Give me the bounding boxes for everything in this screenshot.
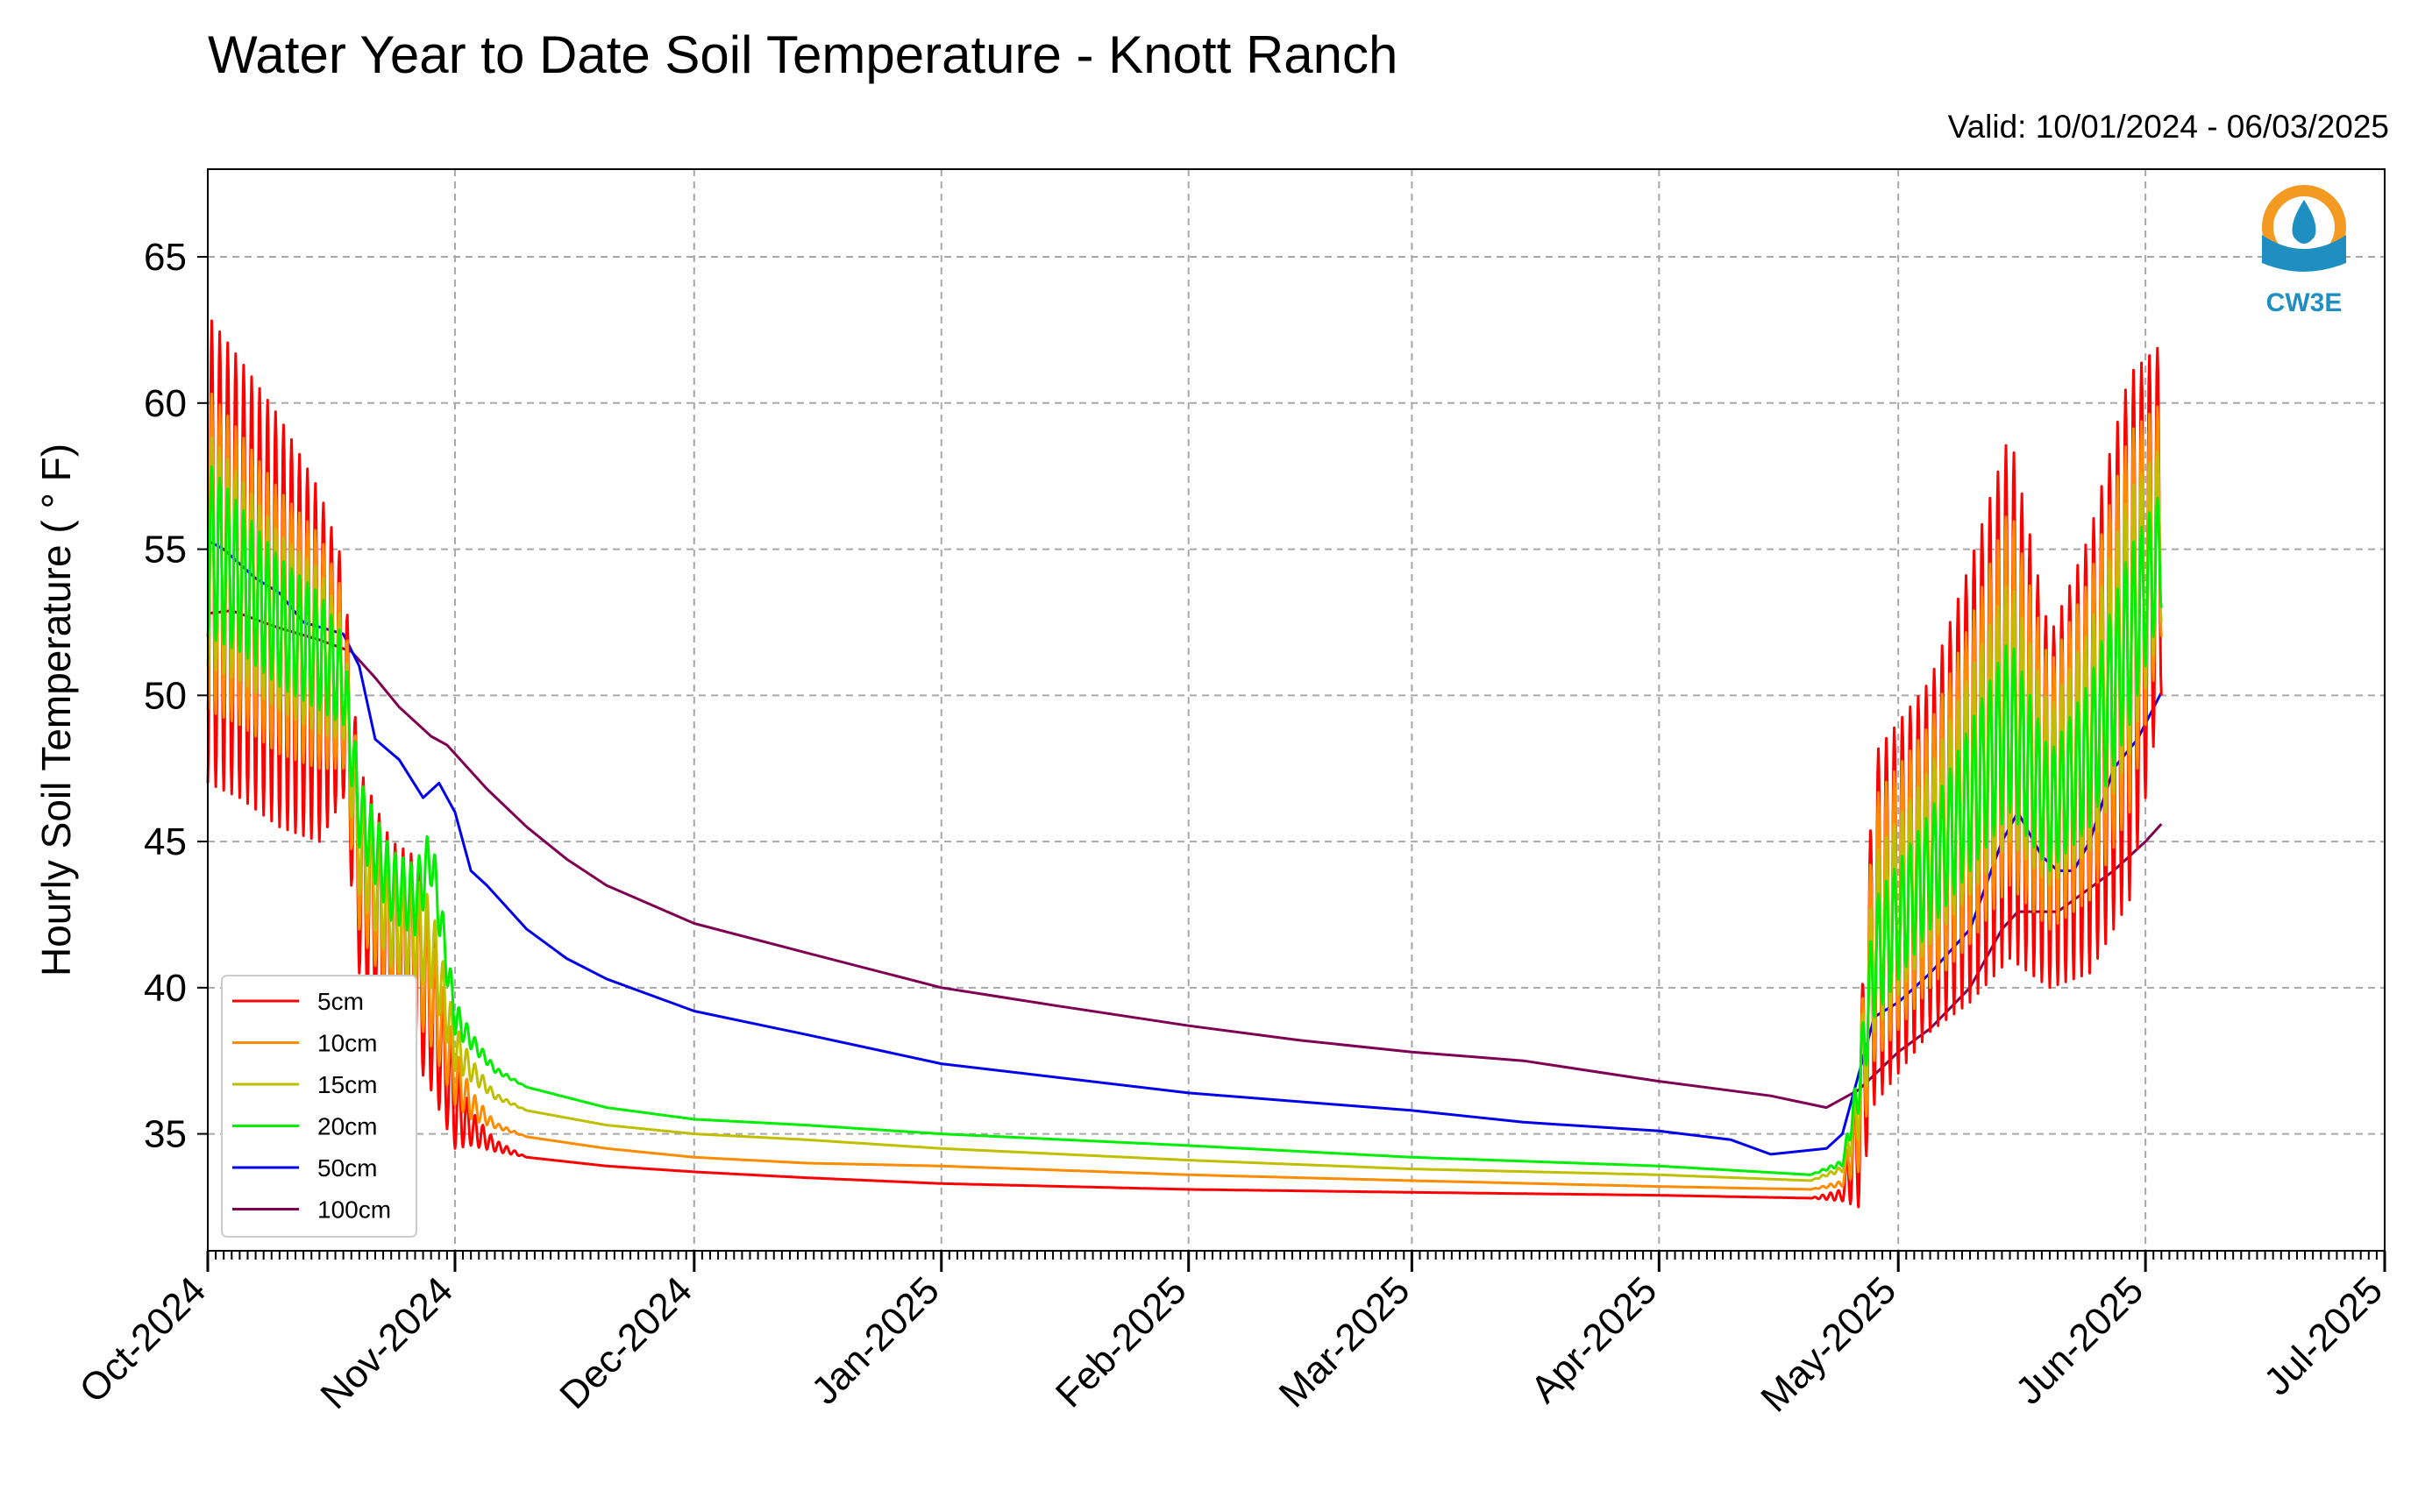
legend-label: 100cm: [317, 1196, 391, 1224]
series-line-20cm: [206, 465, 2163, 1176]
series-line-50cm: [207, 539, 2163, 1156]
x-tick-label: Nov-2024: [312, 1268, 461, 1417]
legend: 5cm 10cm 15cm 20cm 50cm 100cm: [221, 975, 417, 1238]
x-tick-label: Oct-2024: [71, 1268, 214, 1411]
logo-wave-icon: [2262, 235, 2346, 272]
minor-ticks: [207, 1251, 2386, 1260]
x-tick-label: Jul-2025: [2256, 1268, 2391, 1403]
legend-label: 20cm: [317, 1113, 377, 1140]
series-line-15cm: [206, 436, 2163, 1182]
y-tick-label: 40: [144, 967, 187, 1010]
x-tick-label: Dec-2024: [551, 1268, 701, 1417]
legend-label: 15cm: [317, 1071, 377, 1098]
y-tick-label: 35: [144, 1113, 187, 1156]
logo-drop-icon: [2292, 200, 2316, 244]
series-line-5cm: [206, 319, 2163, 1209]
y-tick-label: 60: [144, 382, 187, 425]
x-tick-label: May-2025: [1753, 1268, 1904, 1420]
x-tick-label: Feb-2025: [1048, 1268, 1195, 1416]
legend-label: 5cm: [317, 988, 364, 1015]
legend-box: [221, 975, 417, 1238]
x-axis-ticks: Oct-2024 Nov-2024 Dec-2024 Jan-2025 Feb-2025…: [71, 1251, 2391, 1420]
y-axis-label: Hourly Soil Temperature ( ° F): [33, 444, 79, 976]
series-layer: [206, 319, 2163, 1209]
cw3e-logo: CW3E: [2262, 185, 2346, 317]
legend-label: 50cm: [317, 1154, 377, 1182]
y-tick-label: 50: [144, 674, 187, 717]
x-tick-label: Jan-2025: [803, 1268, 947, 1412]
y-tick-label: 45: [144, 820, 187, 863]
legend-label: 10cm: [317, 1030, 377, 1057]
y-tick-label: 65: [144, 236, 187, 279]
plot-frame: [207, 168, 2386, 1252]
series-line-10cm: [206, 392, 2163, 1191]
x-tick-label: Mar-2025: [1271, 1268, 1419, 1416]
y-tick-label: 55: [144, 529, 187, 571]
chart-subtitle: Valid: 10/01/2024 - 06/03/2025: [1947, 109, 2389, 145]
chart-title: Water Year to Date Soil Temperature - Kn…: [208, 25, 1398, 84]
x-tick-label: Jun-2025: [2008, 1268, 2151, 1412]
logo-text: CW3E: [2266, 288, 2343, 317]
x-tick-label: Apr-2025: [1523, 1268, 1666, 1411]
series-line-100cm: [207, 609, 2163, 1110]
y-axis-ticks: 35 40 45 50 55 60 65: [144, 236, 208, 1156]
